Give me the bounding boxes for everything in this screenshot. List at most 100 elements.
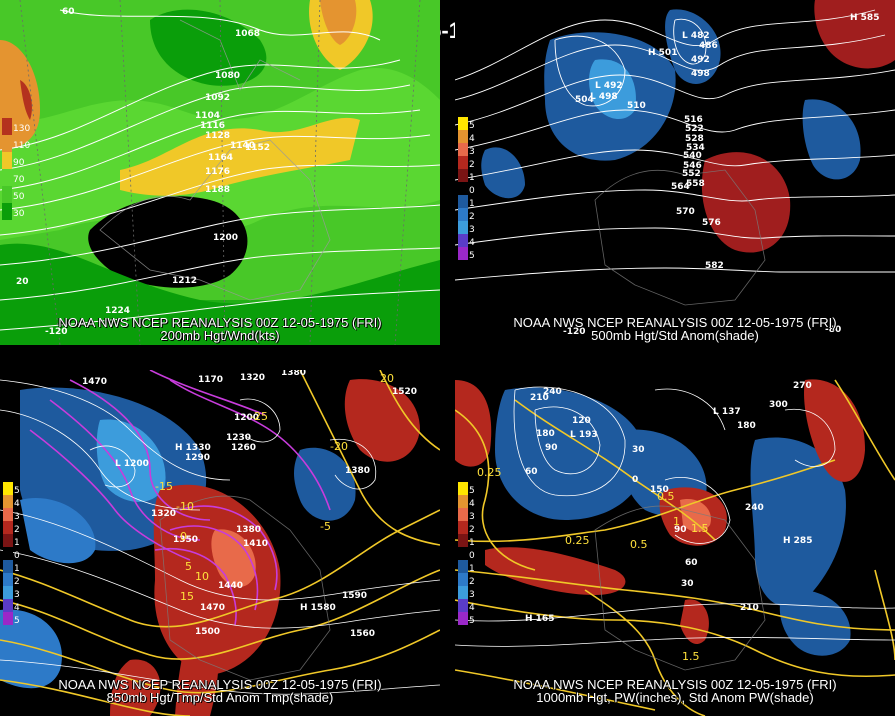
scale-value: 5	[469, 251, 475, 261]
contour-labels-label: 1170	[198, 375, 223, 385]
contour-labels-label: 546	[683, 161, 702, 171]
edge-labels-label: -120	[45, 327, 68, 337]
scale-value: 5	[469, 121, 475, 131]
scale-value: 70	[13, 175, 25, 185]
temp-labels-label: 10	[195, 570, 209, 583]
temp-labels-label: 0	[180, 530, 187, 543]
map-500mb: 4864924985045105165225285345405465525585…	[455, 0, 895, 345]
edge-labels-label: 60	[62, 7, 75, 17]
caption-1000mb-line1: NOAA NWS NCEP REANALYSIS 00Z 12-05-1975 …	[513, 677, 837, 692]
contour-labels-label: 90	[674, 525, 687, 535]
scale-value: 4	[469, 134, 475, 144]
scale-value: 50	[13, 192, 25, 202]
contour-labels-label: 1380	[281, 370, 306, 378]
caption-850mb-line1: NOAA NWS NCEP REANALYSIS 00Z 12-05-1975 …	[58, 677, 382, 692]
contour-labels-label: 1320	[151, 509, 176, 519]
contour-labels-label: 210	[530, 393, 549, 403]
contour-labels-label: 1380	[236, 525, 261, 535]
scale-value: 110	[13, 141, 30, 151]
contour-labels-label: 1590	[342, 591, 367, 601]
edge-labels-label: 20	[16, 277, 29, 287]
contour-labels-label: 1470	[200, 603, 225, 613]
contour-labels-label: 1176	[205, 167, 230, 177]
contour-labels-label: 498	[691, 69, 710, 79]
panel-500mb: 486 492 498 504 510 516 522 528 534 540 546 552 558 5…	[455, 0, 895, 345]
scale-value: 3	[469, 512, 475, 522]
contour-labels-label: 1068	[235, 29, 260, 39]
contour-labels-label: 1440	[218, 581, 243, 591]
pw-labels-label: 1.5	[691, 522, 709, 535]
scale-value: 4	[469, 238, 475, 248]
contour-labels-label: 516	[684, 115, 703, 125]
temp-labels-label: 5	[185, 560, 192, 573]
scale-value: 0	[469, 551, 475, 561]
contour-labels-label: 0	[632, 475, 638, 485]
contour-labels-label: 120	[572, 416, 591, 426]
scale-value: 3	[14, 590, 20, 600]
panel-200mb: 1068 1080 1092 1104 1116 1128 1140 1152 1164 1176…	[0, 0, 440, 345]
scale-value: 5	[14, 486, 20, 496]
contour-labels-label: 570	[676, 207, 695, 217]
temp-labels-label: 15	[180, 590, 194, 603]
scale-value: 1	[14, 564, 20, 574]
contour-labels-label: 1104	[195, 111, 220, 121]
contour-labels-label: 180	[737, 421, 756, 431]
scale-value: 3	[469, 225, 475, 235]
contour-labels-label: 1290	[185, 453, 210, 463]
scale-value: 1	[469, 564, 475, 574]
contour-labels-label: 486	[699, 41, 718, 51]
contour-labels-label: 1224	[105, 306, 130, 316]
temp-labels-label: -15	[155, 480, 173, 493]
contour-labels-label: 1140	[230, 141, 255, 151]
contour-labels-label: 240	[543, 387, 562, 397]
scale-value: 0	[469, 186, 475, 196]
scale-value: 4	[14, 603, 20, 613]
scale-value: 1	[469, 173, 475, 183]
scale-value: 5	[14, 616, 20, 626]
contour-labels-label: 540	[683, 151, 702, 161]
contour-labels-label: 1152	[245, 143, 270, 153]
contour-labels-label: 1128	[205, 131, 230, 141]
contour-labels-label: 1230	[226, 433, 251, 443]
contour-labels-label: 1320	[240, 373, 265, 383]
pw-labels-label: 0.25	[565, 534, 590, 547]
contour-labels-label: 1350	[173, 535, 198, 545]
contour-labels-label: 60	[525, 467, 538, 477]
contour-labels-label: 90	[545, 443, 558, 453]
pw-labels-label: 1	[673, 515, 680, 528]
centers-label: L 482	[682, 31, 710, 41]
contour-labels-label: 210	[740, 603, 759, 613]
panel-1000mb: 240 210 120 180 90 30 60 0 150 300 270 180 240 210 90 6…	[455, 370, 895, 716]
pw-labels-label: 0.5	[657, 490, 675, 503]
contour-labels-label: 1410	[243, 539, 268, 549]
contour-labels-label: 270	[793, 381, 812, 391]
contour-labels-label: 1116	[200, 121, 225, 131]
centers-label: H 1330	[175, 443, 211, 453]
scale-value: 1	[469, 538, 475, 548]
centers-label: H 585	[850, 13, 879, 23]
centers-label: L 498	[590, 92, 618, 102]
caption-200mb-line1: NOAA NWS NCEP REANALYSIS 00Z 12-05-1975 …	[58, 315, 382, 330]
scale-value: 2	[14, 577, 20, 587]
map-850mb: 1470 1170 1320 1380120012901260123013201350…	[0, 370, 440, 716]
scale-bar-200mb	[2, 118, 12, 220]
scale-value: 3	[469, 147, 475, 157]
caption-500mb-line2: 500mb Hgt/Std Anom(shade)	[591, 328, 759, 343]
contour-labels-label: 558	[686, 179, 705, 189]
scale-value: 2	[469, 160, 475, 170]
contour-labels-label: 1560	[350, 629, 375, 639]
contour-labels-label: 522	[685, 124, 704, 134]
scale-bar-500mb	[458, 117, 468, 260]
scale-value: 4	[469, 603, 475, 613]
contour-labels-label: 1164	[208, 153, 233, 163]
scale-value: 1	[14, 538, 20, 548]
contour-labels-label: 528	[685, 134, 704, 144]
caption-500mb-line1: NOAA NWS NCEP REANALYSIS 00Z 12-05-1975 …	[513, 315, 837, 330]
temp-labels-label: -25	[250, 410, 268, 423]
contour-labels-label: 534	[686, 143, 705, 153]
scale-bar-1000mb	[458, 482, 468, 625]
scale-value: 3	[14, 512, 20, 522]
scale-value: 3	[469, 590, 475, 600]
contour-labels-label: 1188	[205, 185, 230, 195]
